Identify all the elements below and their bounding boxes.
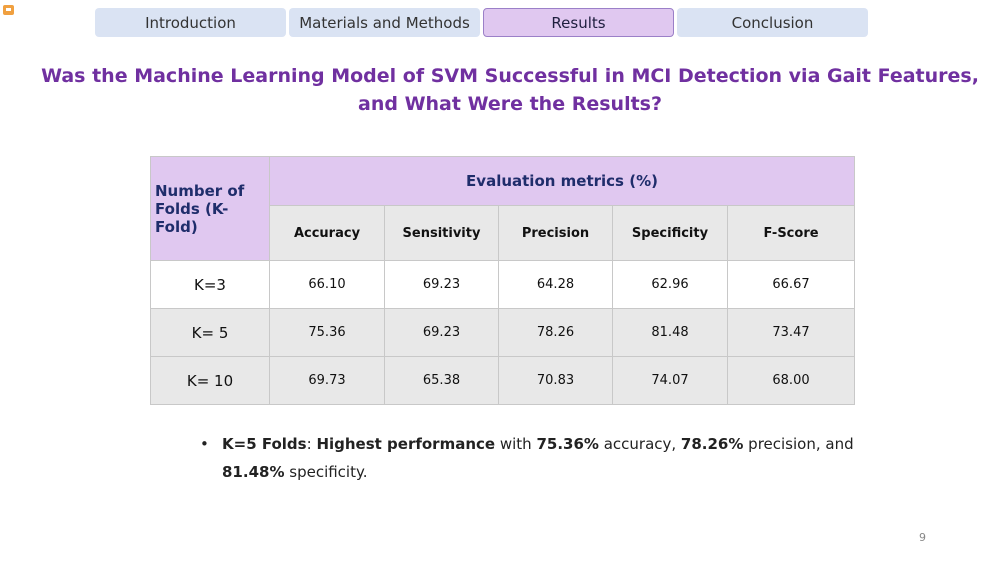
value-cell: 69.23	[384, 308, 499, 357]
results-table: Number of Folds (K-Fold) Evaluation metr…	[150, 156, 855, 405]
bullet-icon: •	[200, 435, 209, 453]
value-cell: 66.10	[269, 260, 385, 309]
tab-conclusion[interactable]: Conclusion	[677, 8, 868, 37]
value-cell: 78.26	[498, 308, 613, 357]
value-cell: 64.28	[498, 260, 613, 309]
value-cell: 74.07	[612, 356, 728, 405]
table-row: K= 10 69.73 65.38 70.83 74.07 68.00	[150, 356, 855, 405]
value-cell: 69.73	[269, 356, 385, 405]
k-cell: K= 5	[150, 308, 270, 357]
value-cell: 70.83	[498, 356, 613, 405]
value-cell: 65.38	[384, 356, 499, 405]
value-cell: 75.36	[269, 308, 385, 357]
col-header: F-Score	[727, 205, 855, 261]
bold-text: K=5 Folds	[222, 435, 307, 453]
bold-text: 81.48%	[222, 463, 285, 481]
table-row: K= 5 75.36 69.23 78.26 81.48 73.47	[150, 308, 855, 357]
k-cell: K= 10	[150, 356, 270, 405]
k-cell: K=3	[150, 260, 270, 309]
tab-results[interactable]: Results	[483, 8, 674, 37]
tab-materials-and-methods[interactable]: Materials and Methods	[289, 8, 480, 37]
col-header: Sensitivity	[384, 205, 499, 261]
col-header: Precision	[498, 205, 613, 261]
summary-bullet: • K=5 Folds: Highest performance with 75…	[200, 430, 860, 486]
section-tabs: Introduction Materials and Methods Resul…	[95, 8, 868, 37]
tab-introduction[interactable]: Introduction	[95, 8, 286, 37]
table-row: K=3 66.10 69.23 64.28 62.96 66.67	[150, 260, 855, 309]
col-header: Accuracy	[269, 205, 385, 261]
value-cell: 62.96	[612, 260, 728, 309]
text: accuracy,	[598, 435, 681, 453]
bold-text: 78.26%	[680, 435, 744, 453]
text: :	[306, 435, 317, 453]
page-number: 9	[919, 531, 926, 544]
group-header: Evaluation metrics (%)	[269, 156, 855, 206]
text: specificity.	[284, 463, 368, 481]
text: precision, and	[743, 435, 854, 453]
col-header: Specificity	[612, 205, 728, 261]
comment-icon[interactable]	[3, 5, 14, 15]
value-cell: 66.67	[727, 260, 855, 309]
row-header: Number of Folds (K-Fold)	[150, 156, 270, 261]
bold-text: 75.36%	[536, 435, 599, 453]
value-cell: 69.23	[384, 260, 499, 309]
slide-title: Was the Machine Learning Model of SVM Su…	[41, 65, 979, 115]
value-cell: 81.48	[612, 308, 728, 357]
bold-text: Highest performance	[316, 435, 496, 453]
value-cell: 73.47	[727, 308, 855, 357]
value-cell: 68.00	[727, 356, 855, 405]
text: with	[495, 435, 537, 453]
